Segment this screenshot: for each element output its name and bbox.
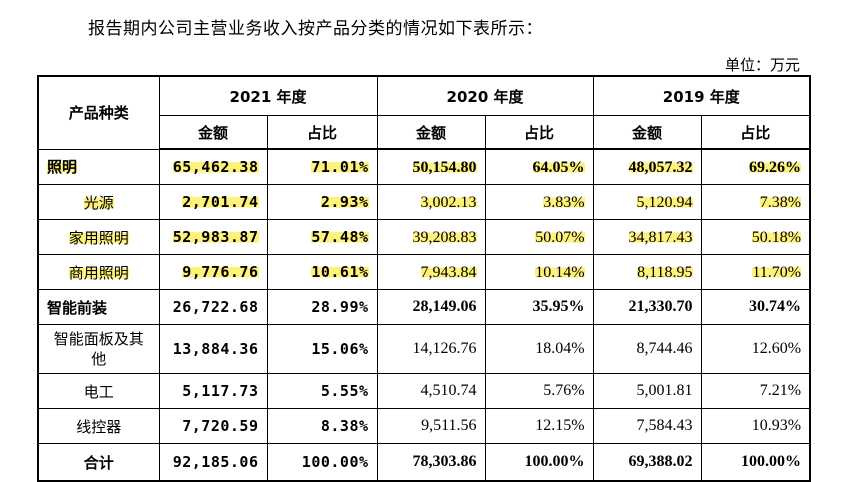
cell-value: 92,185.06 xyxy=(158,443,268,482)
table-row: 商用照明 9,776.76 10.61% 7,943.84 10.14% 8,1… xyxy=(37,254,811,290)
row-label: 合计 xyxy=(37,443,160,482)
cell-value: 5.55% xyxy=(266,373,378,409)
cell-value: 50,154.80 xyxy=(412,158,477,176)
cell-value: 2,701.74 xyxy=(182,193,259,211)
header-year-2019: 2019 年度 xyxy=(592,75,811,116)
cell-value: 7.21% xyxy=(700,373,811,409)
row-label: 家用照明 xyxy=(68,228,129,247)
header-category: 产品种类 xyxy=(37,75,160,150)
table-row: 智能面板及其他 13,884.36 15.06% 14,126.76 18.04… xyxy=(37,324,811,374)
row-label: 智能前装 xyxy=(37,289,160,325)
cell-value: 7,720.59 xyxy=(158,408,268,444)
cell-value: 8.38% xyxy=(266,408,378,444)
row-label: 商用照明 xyxy=(68,263,129,282)
cell-value: 30.74% xyxy=(700,289,811,325)
cell-value: 64.05% xyxy=(532,158,585,176)
cell-value: 8,118.95 xyxy=(637,263,693,281)
cell-value: 26,722.68 xyxy=(158,289,268,325)
table-row: 光源 2,701.74 2.93% 3,002.13 3.83% 5,120.9… xyxy=(37,184,811,220)
cell-value: 3,002.13 xyxy=(420,193,477,211)
cell-value: 15.06% xyxy=(266,324,378,374)
header-amount: 金额 xyxy=(592,115,702,150)
header-ratio: 占比 xyxy=(266,115,378,150)
table-row-total: 合计 92,185.06 100.00% 78,303.86 100.00% 6… xyxy=(37,443,811,482)
cell-value: 5.76% xyxy=(484,373,594,409)
cell-value: 13,884.36 xyxy=(158,324,268,374)
cell-value: 100.00% xyxy=(700,443,811,482)
cell-value: 69,388.02 xyxy=(592,443,702,482)
row-label: 光源 xyxy=(83,193,114,212)
cell-value: 21,330.70 xyxy=(592,289,702,325)
table-row: 智能前装 26,722.68 28.99% 28,149.06 35.95% 2… xyxy=(37,289,811,325)
row-label: 线控器 xyxy=(37,408,160,444)
cell-value: 50.18% xyxy=(751,228,802,246)
intro-text: 报告期内公司主营业务收入按产品分类的情况如下表所示： xyxy=(88,19,543,39)
cell-value: 7,584.43 xyxy=(592,408,702,444)
cell-value: 28.99% xyxy=(266,289,378,325)
cell-value: 65,462.38 xyxy=(172,158,259,176)
row-label: 电工 xyxy=(37,373,160,409)
cell-value: 69.26% xyxy=(749,158,802,176)
header-ratio: 占比 xyxy=(484,115,594,150)
table-row: 照明 65,462.38 71.01% 50,154.80 64.05% 48,… xyxy=(37,148,811,185)
header-ratio: 占比 xyxy=(700,115,811,150)
cell-value: 28,149.06 xyxy=(376,289,486,325)
cell-value: 10.93% xyxy=(700,408,811,444)
cell-value: 8,744.46 xyxy=(592,324,702,374)
revenue-table: 产品种类 2021 年度 2020 年度 2019 年度 金额 占比 金额 占比… xyxy=(37,75,812,482)
cell-value: 10.14% xyxy=(535,263,585,281)
cell-value: 12.60% xyxy=(700,324,811,374)
cell-value: 18.04% xyxy=(484,324,594,374)
table-header-row: 产品种类 2021 年度 2020 年度 2019 年度 xyxy=(37,75,811,150)
cell-value: 9,511.56 xyxy=(376,408,486,444)
cell-value: 5,120.94 xyxy=(636,193,693,211)
cell-value: 35.95% xyxy=(484,289,594,325)
cell-value: 34,817.43 xyxy=(628,228,693,246)
cell-value: 48,057.32 xyxy=(628,158,693,176)
cell-value: 7.38% xyxy=(759,193,802,211)
table-row: 电工 5,117.73 5.55% 4,510.74 5.76% 5,001.8… xyxy=(37,373,811,409)
cell-value: 78,303.86 xyxy=(376,443,486,482)
cell-value: 50.07% xyxy=(535,228,585,246)
cell-value: 39,208.83 xyxy=(412,228,477,246)
cell-value: 14,126.76 xyxy=(376,324,486,374)
cell-value: 4,510.74 xyxy=(376,373,486,409)
cell-value: 5,117.73 xyxy=(158,373,268,409)
cell-value: 100.00% xyxy=(484,443,594,482)
row-label: 照明 xyxy=(47,158,78,177)
header-amount: 金额 xyxy=(376,115,486,150)
cell-value: 9,776.76 xyxy=(182,263,259,281)
table-subheader-row: 金额 占比 金额 占比 金额 占比 xyxy=(38,115,811,150)
table-row: 线控器 7,720.59 8.38% 9,511.56 12.15% 7,584… xyxy=(37,408,811,444)
header-year-2021: 2021 年度 xyxy=(158,75,378,116)
cell-value: 52,983.87 xyxy=(172,228,259,246)
row-label: 智能面板及其他 xyxy=(37,324,160,374)
table-row: 家用照明 52,983.87 57.48% 39,208.83 50.07% 3… xyxy=(37,219,811,255)
cell-value: 57.48% xyxy=(311,228,369,246)
cell-value: 10.61% xyxy=(311,263,369,281)
cell-value: 2.93% xyxy=(320,193,369,211)
cell-value: 12.15% xyxy=(484,408,594,444)
header-amount: 金额 xyxy=(158,115,268,150)
header-year-2020: 2020 年度 xyxy=(376,75,594,116)
cell-value: 11.70% xyxy=(752,263,802,281)
unit-label: 单位：万元 xyxy=(724,56,800,74)
cell-value: 100.00% xyxy=(266,443,378,482)
cell-value: 3.83% xyxy=(543,193,585,211)
cell-value: 5,001.81 xyxy=(592,373,702,409)
cell-value: 71.01% xyxy=(311,158,369,176)
cell-value: 7,943.84 xyxy=(420,263,477,281)
